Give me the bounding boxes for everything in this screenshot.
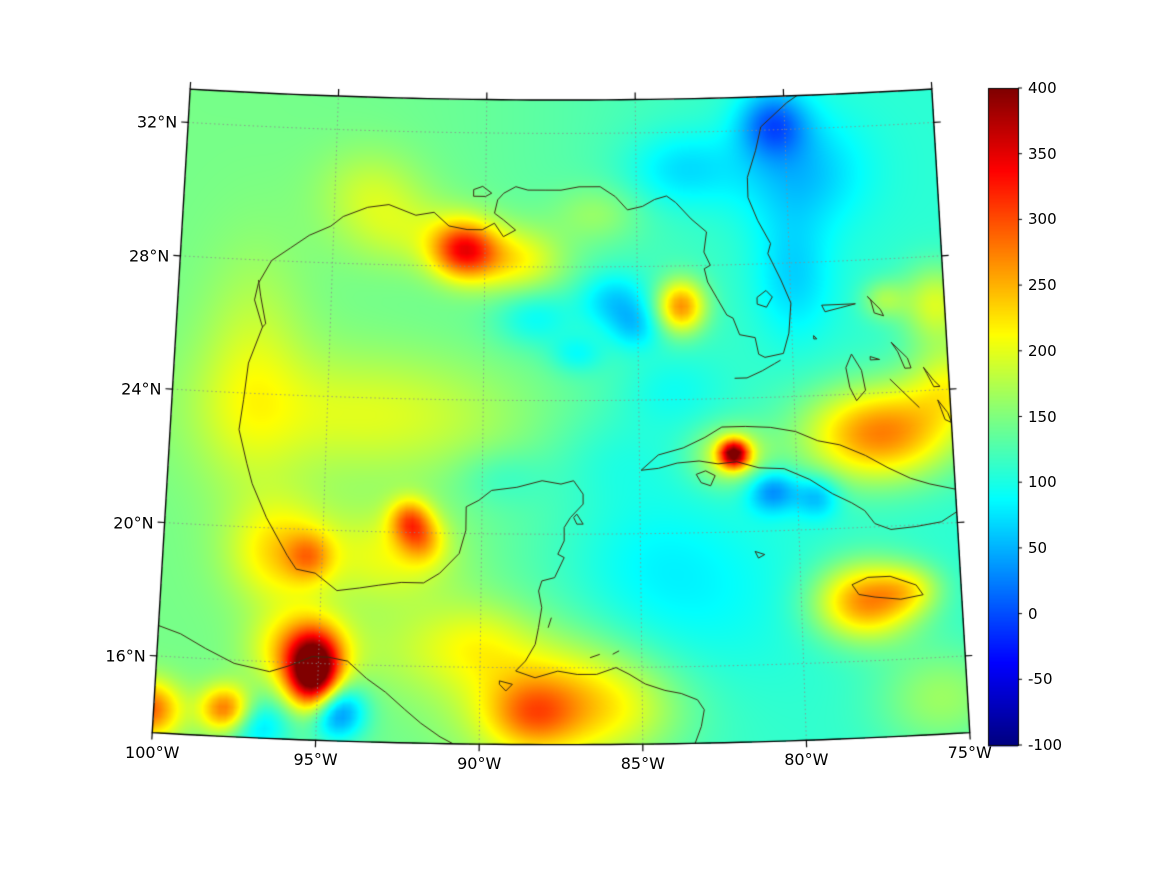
lon-tick-label: 100°W (125, 742, 180, 762)
colorbar-tick-label: 150 (1028, 407, 1057, 426)
colorbar-tick-label: -50 (1028, 670, 1053, 689)
colorbar-tick-label: -100 (1028, 736, 1063, 754)
lon-tick-label: 90°W (457, 754, 502, 774)
lon-tick-label: 80°W (784, 750, 829, 770)
lon-tick-label: 85°W (620, 754, 665, 774)
colorbar-tick-label: 200 (1028, 341, 1057, 360)
colorbar-tick-label: 300 (1028, 210, 1057, 229)
lat-tick-label: 20°N (113, 513, 154, 533)
lat-tick-label: 24°N (121, 379, 162, 399)
lon-tick-label: 95°W (293, 750, 338, 770)
colorbar-tick-label: 100 (1028, 473, 1057, 492)
colorbar-tick-label: 350 (1028, 144, 1057, 163)
colorbar-tick-label: 250 (1028, 276, 1057, 295)
colorbar-tick-label: 400 (1028, 79, 1057, 97)
lat-tick-label: 32°N (136, 112, 178, 132)
colorbar-tick-label: 0 (1028, 604, 1038, 623)
lat-tick-label: 16°N (105, 646, 146, 666)
colorbar-tick-label: 50 (1028, 538, 1048, 557)
lat-tick-label: 28°N (129, 246, 170, 266)
lon-tick-label: 75°W (947, 742, 992, 762)
